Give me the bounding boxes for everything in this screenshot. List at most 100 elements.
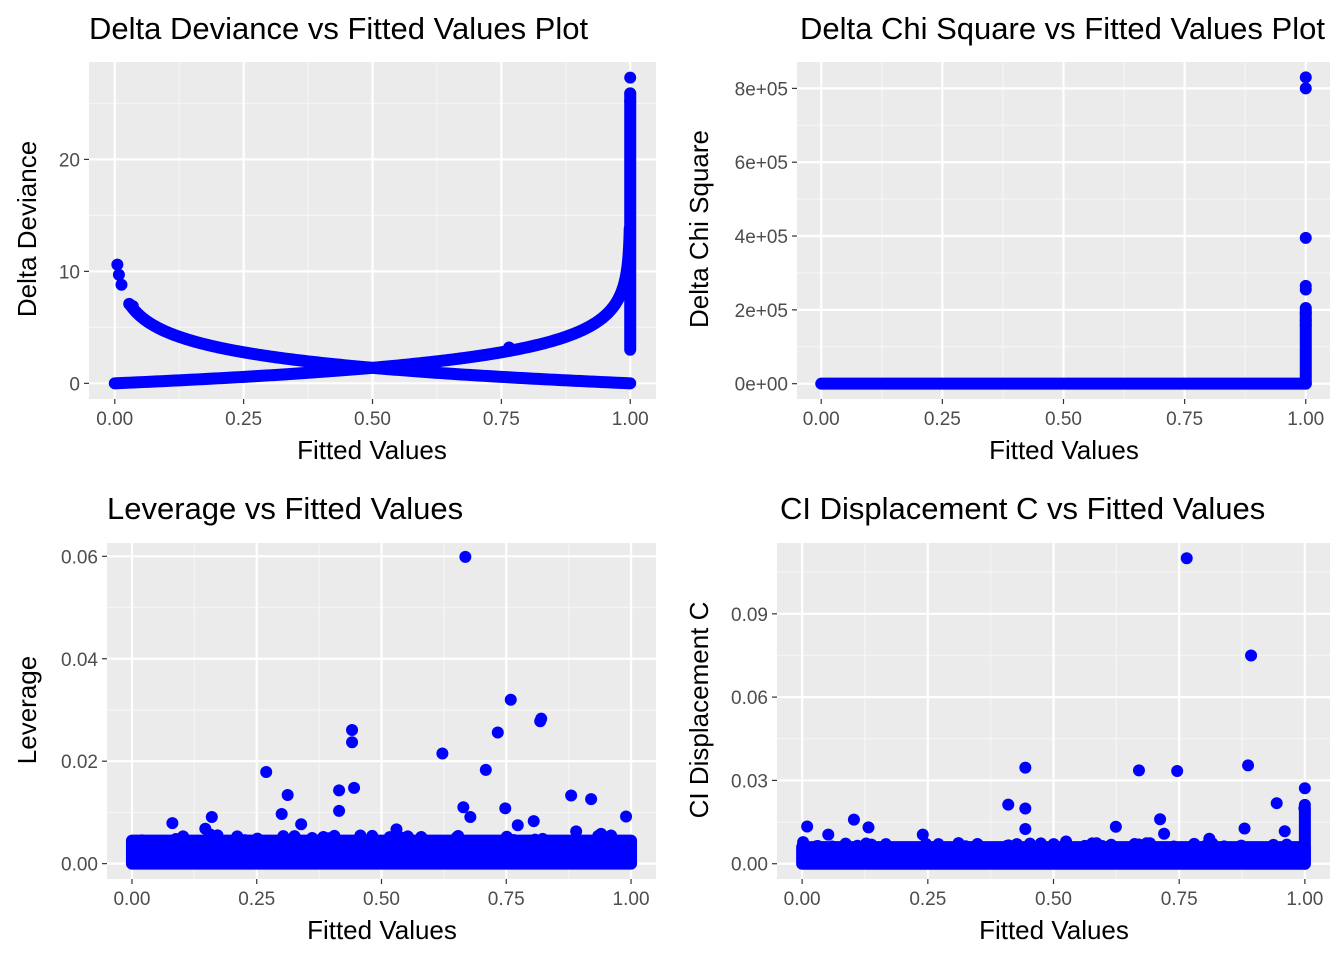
data-point [1171, 764, 1184, 777]
cloud-point [317, 831, 330, 844]
x-tick-label: 1.00 [612, 409, 649, 430]
panel-title: Delta Deviance vs Fitted Values Plot [89, 11, 588, 46]
y-tick-label: 0.09 [731, 605, 768, 626]
data-point [346, 736, 359, 749]
x-axis-title: Fitted Values [989, 435, 1139, 465]
x-tick-label: 0.25 [225, 409, 262, 430]
data-point [479, 763, 492, 776]
data-point [534, 715, 547, 728]
cloud-point [130, 839, 143, 852]
y-axis-title: CI Displacement C [684, 602, 714, 819]
cloud-point [1188, 837, 1201, 850]
data-point [585, 793, 598, 806]
data-point [491, 726, 504, 739]
data-point [1298, 782, 1311, 795]
data-point [464, 811, 477, 824]
x-tick-label: 0.75 [1161, 889, 1198, 910]
x-tick-label: 0.00 [113, 889, 150, 910]
delta-chi-square-panel: Delta Chi Square vs Fitted Values Plot F… [684, 11, 1330, 465]
data-point [916, 828, 929, 841]
cloud-point [840, 843, 853, 856]
cloud-point [829, 843, 842, 856]
cloud-point [909, 845, 922, 858]
y-tick-label: 0.06 [61, 547, 98, 568]
data-point [1180, 552, 1193, 565]
data-point [503, 341, 516, 354]
cloud-point [1178, 841, 1191, 854]
cloud-point [959, 840, 972, 853]
leverage-panel: Leverage vs Fitted Values Fitted Values … [12, 491, 656, 945]
cloud-point [1090, 837, 1103, 850]
cloud-point [288, 830, 301, 843]
data-point [1158, 827, 1171, 840]
cloud-point [876, 840, 889, 853]
x-axis-title: Fitted Values [307, 915, 457, 945]
cloud-point [144, 838, 157, 851]
cloud-point [1167, 846, 1180, 859]
cloud-point [1203, 844, 1216, 857]
data-point [436, 747, 449, 760]
data-layer [815, 71, 1312, 390]
data-point [459, 550, 472, 563]
data-point [527, 815, 540, 828]
data-point [624, 95, 637, 108]
y-axis-title: Leverage [12, 656, 42, 764]
data-point [295, 818, 308, 831]
cloud-point [585, 839, 598, 852]
data-point [275, 807, 288, 820]
cloud-point [485, 839, 498, 852]
data-point [610, 839, 623, 852]
cloud-point [1235, 839, 1248, 852]
data-point [115, 278, 128, 291]
data-point [205, 811, 218, 824]
data-point [1298, 802, 1311, 815]
y-tick-label: 8e+05 [735, 79, 788, 100]
data-point [1299, 231, 1312, 244]
x-tick-label: 0.00 [784, 889, 821, 910]
cloud-point [1047, 838, 1060, 851]
cloud-point [1105, 838, 1118, 851]
cloud-point [177, 830, 190, 843]
cloud-point [328, 829, 341, 842]
cloud-point [981, 845, 994, 858]
cloud-point [564, 839, 577, 852]
cloud-point [383, 831, 396, 844]
y-tick-label: 4e+05 [735, 227, 788, 248]
data-point [1299, 82, 1312, 95]
delta-deviance-panel: Delta Deviance vs Fitted Values Plot Fit… [12, 11, 656, 465]
data-point [1278, 825, 1291, 838]
cloud-point [545, 837, 558, 850]
y-tick-label: 0.04 [61, 650, 98, 671]
panel-title: Leverage vs Fitted Values [107, 491, 463, 526]
data-point [1019, 823, 1032, 836]
y-tick-label: 0e+00 [735, 375, 788, 396]
x-tick-label: 1.00 [1286, 889, 1323, 910]
data-point [333, 804, 346, 817]
y-tick-label: 2e+05 [735, 301, 788, 322]
data-point [112, 268, 125, 281]
data-point [126, 300, 139, 313]
cloud-point [971, 843, 984, 856]
cloud-point [396, 835, 409, 848]
cloud-point [231, 830, 244, 843]
y-tick-label: 0.03 [731, 771, 768, 792]
panel-title: Delta Chi Square vs Fitted Values Plot [800, 11, 1325, 46]
cloud-point [1140, 837, 1153, 850]
data-point [348, 781, 361, 794]
data-point [499, 802, 512, 815]
data-point [801, 820, 814, 833]
data-point [620, 810, 633, 823]
ci-displacement-panel: CI Displacement C vs Fitted Values Fitte… [684, 491, 1330, 945]
x-tick-label: 1.00 [613, 889, 650, 910]
cloud-point [529, 841, 542, 854]
cloud-point [932, 838, 945, 851]
data-layer [108, 71, 637, 390]
y-axis-title: Delta Chi Square [684, 130, 714, 328]
y-tick-label: 6e+05 [735, 153, 788, 174]
data-point [1245, 649, 1258, 662]
cloud-point [950, 845, 963, 858]
data-point [862, 821, 875, 834]
data-point [605, 829, 618, 842]
data-layer [796, 552, 1311, 870]
